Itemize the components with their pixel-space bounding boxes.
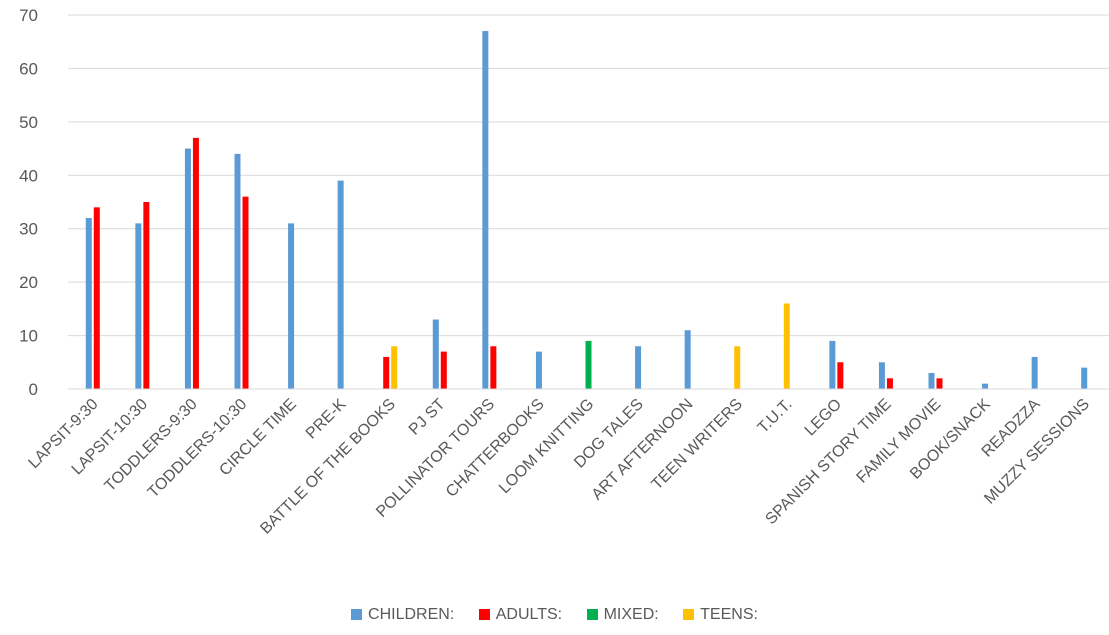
legend-swatch-children xyxy=(351,609,363,620)
bar-children-pre-k xyxy=(337,180,344,389)
bar-adults-spanish-story-time xyxy=(886,378,893,389)
y-tick-label: 60 xyxy=(19,59,38,78)
bar-adults-lapsit-9-30 xyxy=(93,207,100,389)
x-tick-label: TODDLERS-9:30 xyxy=(102,396,201,495)
bar-children-book-snack xyxy=(982,383,989,389)
x-tick-label: PJ ST xyxy=(406,396,449,439)
y-tick-label: 70 xyxy=(19,6,38,25)
bar-children-dog-tales xyxy=(635,346,642,389)
x-axis: LAPSIT-9:30LAPSIT-10:30TODDLERS-9:30TODD… xyxy=(25,396,1093,538)
y-tick-label: 30 xyxy=(19,220,38,239)
bar-children-chatterbooks xyxy=(535,351,542,389)
legend-label-adults: ADULTS: xyxy=(495,606,563,623)
legend-item-mixed: MIXED: xyxy=(586,606,659,624)
bar-children-art-afternoon xyxy=(684,330,691,389)
bar-adults-toddlers-10-30 xyxy=(242,196,249,389)
legend-label-mixed: MIXED: xyxy=(603,606,659,623)
bar-adults-lego xyxy=(837,362,844,389)
bar-children-lapsit-9-30 xyxy=(85,218,92,389)
x-tick-label: LOOM KNITTING xyxy=(496,396,597,497)
legend-swatch-teens xyxy=(683,609,695,620)
x-tick-label: TEEN WRITERS xyxy=(649,396,747,494)
bar-children-readzza xyxy=(1031,356,1038,389)
legend-item-teens: TEENS: xyxy=(683,606,758,624)
legend-label-teens: TEENS: xyxy=(700,606,758,623)
legend-item-adults: ADULTS: xyxy=(478,606,563,624)
x-tick-label: FAMILY MOVIE xyxy=(854,396,945,487)
bar-adults-battle-of-the-books xyxy=(383,356,390,389)
legend: CHILDREN: ADULTS: MIXED: TEENS: xyxy=(0,606,1109,624)
legend-label-children: CHILDREN: xyxy=(368,606,455,623)
x-tick-label: T.U.T. xyxy=(755,396,796,437)
bar-children-family-movie xyxy=(928,372,935,389)
y-axis: 0 10 20 30 40 50 60 70 xyxy=(19,6,38,399)
legend-swatch-adults xyxy=(478,609,490,620)
y-tick-label: 0 xyxy=(29,380,38,399)
bar-chart: 0 10 20 30 40 50 60 70 LAPSIT-9:30LAPSIT-10:30T… xyxy=(19,6,1109,538)
x-tick-label: LEGO xyxy=(802,396,845,439)
bar-adults-family-movie xyxy=(936,378,943,389)
bar-adults-toddlers-9-30 xyxy=(192,137,199,389)
bar-adults-pj-st xyxy=(440,351,447,389)
bar-children-spanish-story-time xyxy=(878,362,885,389)
legend-item-children: CHILDREN: xyxy=(351,606,454,624)
y-tick-label: 10 xyxy=(19,327,38,346)
legend-swatch-mixed xyxy=(586,609,598,620)
bar-children-pj-st xyxy=(432,319,439,389)
bar-children-toddlers-10-30 xyxy=(234,153,241,389)
y-tick-label: 40 xyxy=(19,166,38,185)
bar-children-muzzy-sessions xyxy=(1081,367,1088,389)
bar-children-pollinator-tours xyxy=(482,31,489,390)
gridlines xyxy=(68,14,1109,337)
bar-teens-battle-of-the-books xyxy=(391,346,398,389)
bar-children-toddlers-9-30 xyxy=(184,148,191,389)
bar-children-lapsit-10-30 xyxy=(135,223,142,389)
bar-teens-teen-writers xyxy=(734,346,741,389)
y-tick-label: 20 xyxy=(19,273,38,292)
bar-adults-pollinator-tours xyxy=(490,346,497,389)
bar-children-circle-time xyxy=(288,223,295,389)
bars xyxy=(85,31,1088,390)
bar-mixed-loom-knitting xyxy=(585,340,592,389)
bar-adults-lapsit-10-30 xyxy=(143,202,150,389)
bar-children-lego xyxy=(829,340,836,389)
bar-teens-t-u-t xyxy=(783,303,790,389)
y-tick-label: 50 xyxy=(19,113,38,132)
x-tick-label: PRE-K xyxy=(303,396,350,443)
